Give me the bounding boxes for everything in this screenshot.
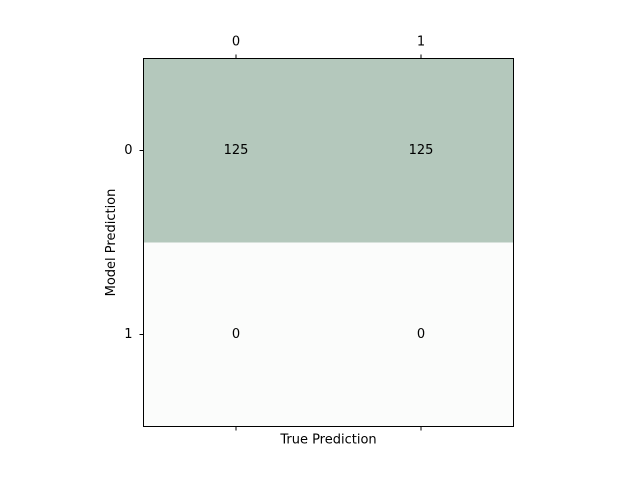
y-axis-label: Model Prediction xyxy=(104,189,119,297)
x-tick-label-1: 1 xyxy=(417,35,425,50)
heatmap-cell-r1-c1 xyxy=(328,242,514,427)
y-tick-label-1: 1 xyxy=(124,327,132,342)
heatmap-cell-r0-c0 xyxy=(143,58,329,243)
cell-value-r1-c1: 0 xyxy=(417,327,425,342)
x-axis-label: True Prediction xyxy=(279,433,376,448)
cell-value-labels: 125 125 0 0 xyxy=(224,143,434,342)
y-tick-label-0: 0 xyxy=(124,143,132,158)
cell-value-r0-c0: 125 xyxy=(224,143,249,158)
heatmap-cells xyxy=(143,58,514,427)
y-axis-ticks: 01 xyxy=(124,143,144,342)
cell-value-r0-c1: 125 xyxy=(409,143,434,158)
x-tick-label-0: 0 xyxy=(232,35,240,50)
heatmap-cell-r1-c0 xyxy=(143,242,329,427)
heatmap-cell-r0-c1 xyxy=(328,58,514,243)
plot-frame xyxy=(143,58,514,427)
cell-value-r1-c0: 0 xyxy=(232,327,240,342)
